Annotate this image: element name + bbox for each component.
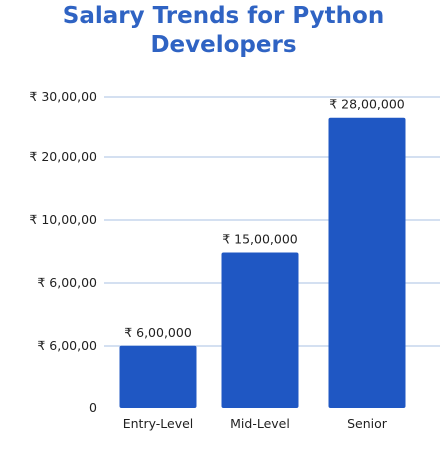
y-tick-label: ₹ 6,00,00	[37, 275, 97, 290]
chart-title: Salary Trends for Python Developers	[0, 2, 447, 60]
x-category-label: Entry-Level	[123, 416, 194, 431]
bar-mid-level	[221, 252, 299, 408]
y-tick-label: ₹ 30,00,00	[29, 89, 97, 104]
bar-senior	[328, 117, 406, 408]
chart-title-line-2: Developers	[150, 32, 297, 58]
bars	[119, 117, 406, 408]
x-category-label: Senior	[347, 416, 388, 431]
bar-value-label: ₹ 15,00,000	[222, 232, 298, 247]
y-tick-label: 0	[89, 400, 97, 415]
y-tick-label: ₹ 6,00,00	[37, 338, 97, 353]
value-labels: ₹ 6,00,000 ₹ 15,00,000 ₹ 28,00,000	[124, 97, 405, 340]
y-tick-label: ₹ 20,00,00	[29, 149, 97, 164]
chart-title-line-1: Salary Trends for Python	[62, 3, 385, 29]
y-axis-tick-labels: ₹ 30,00,00 ₹ 20,00,00 ₹ 10,00,00 ₹ 6,00,00 ₹…	[29, 89, 97, 415]
bar-value-label: ₹ 28,00,000	[329, 97, 405, 112]
bar-value-label: ₹ 6,00,000	[124, 325, 192, 340]
x-axis-category-labels: Entry-Level Mid-Level Senior	[123, 416, 388, 431]
y-tick-label: ₹ 10,00,00	[29, 212, 97, 227]
bar-entry-level	[119, 345, 197, 408]
x-category-label: Mid-Level	[230, 416, 290, 431]
